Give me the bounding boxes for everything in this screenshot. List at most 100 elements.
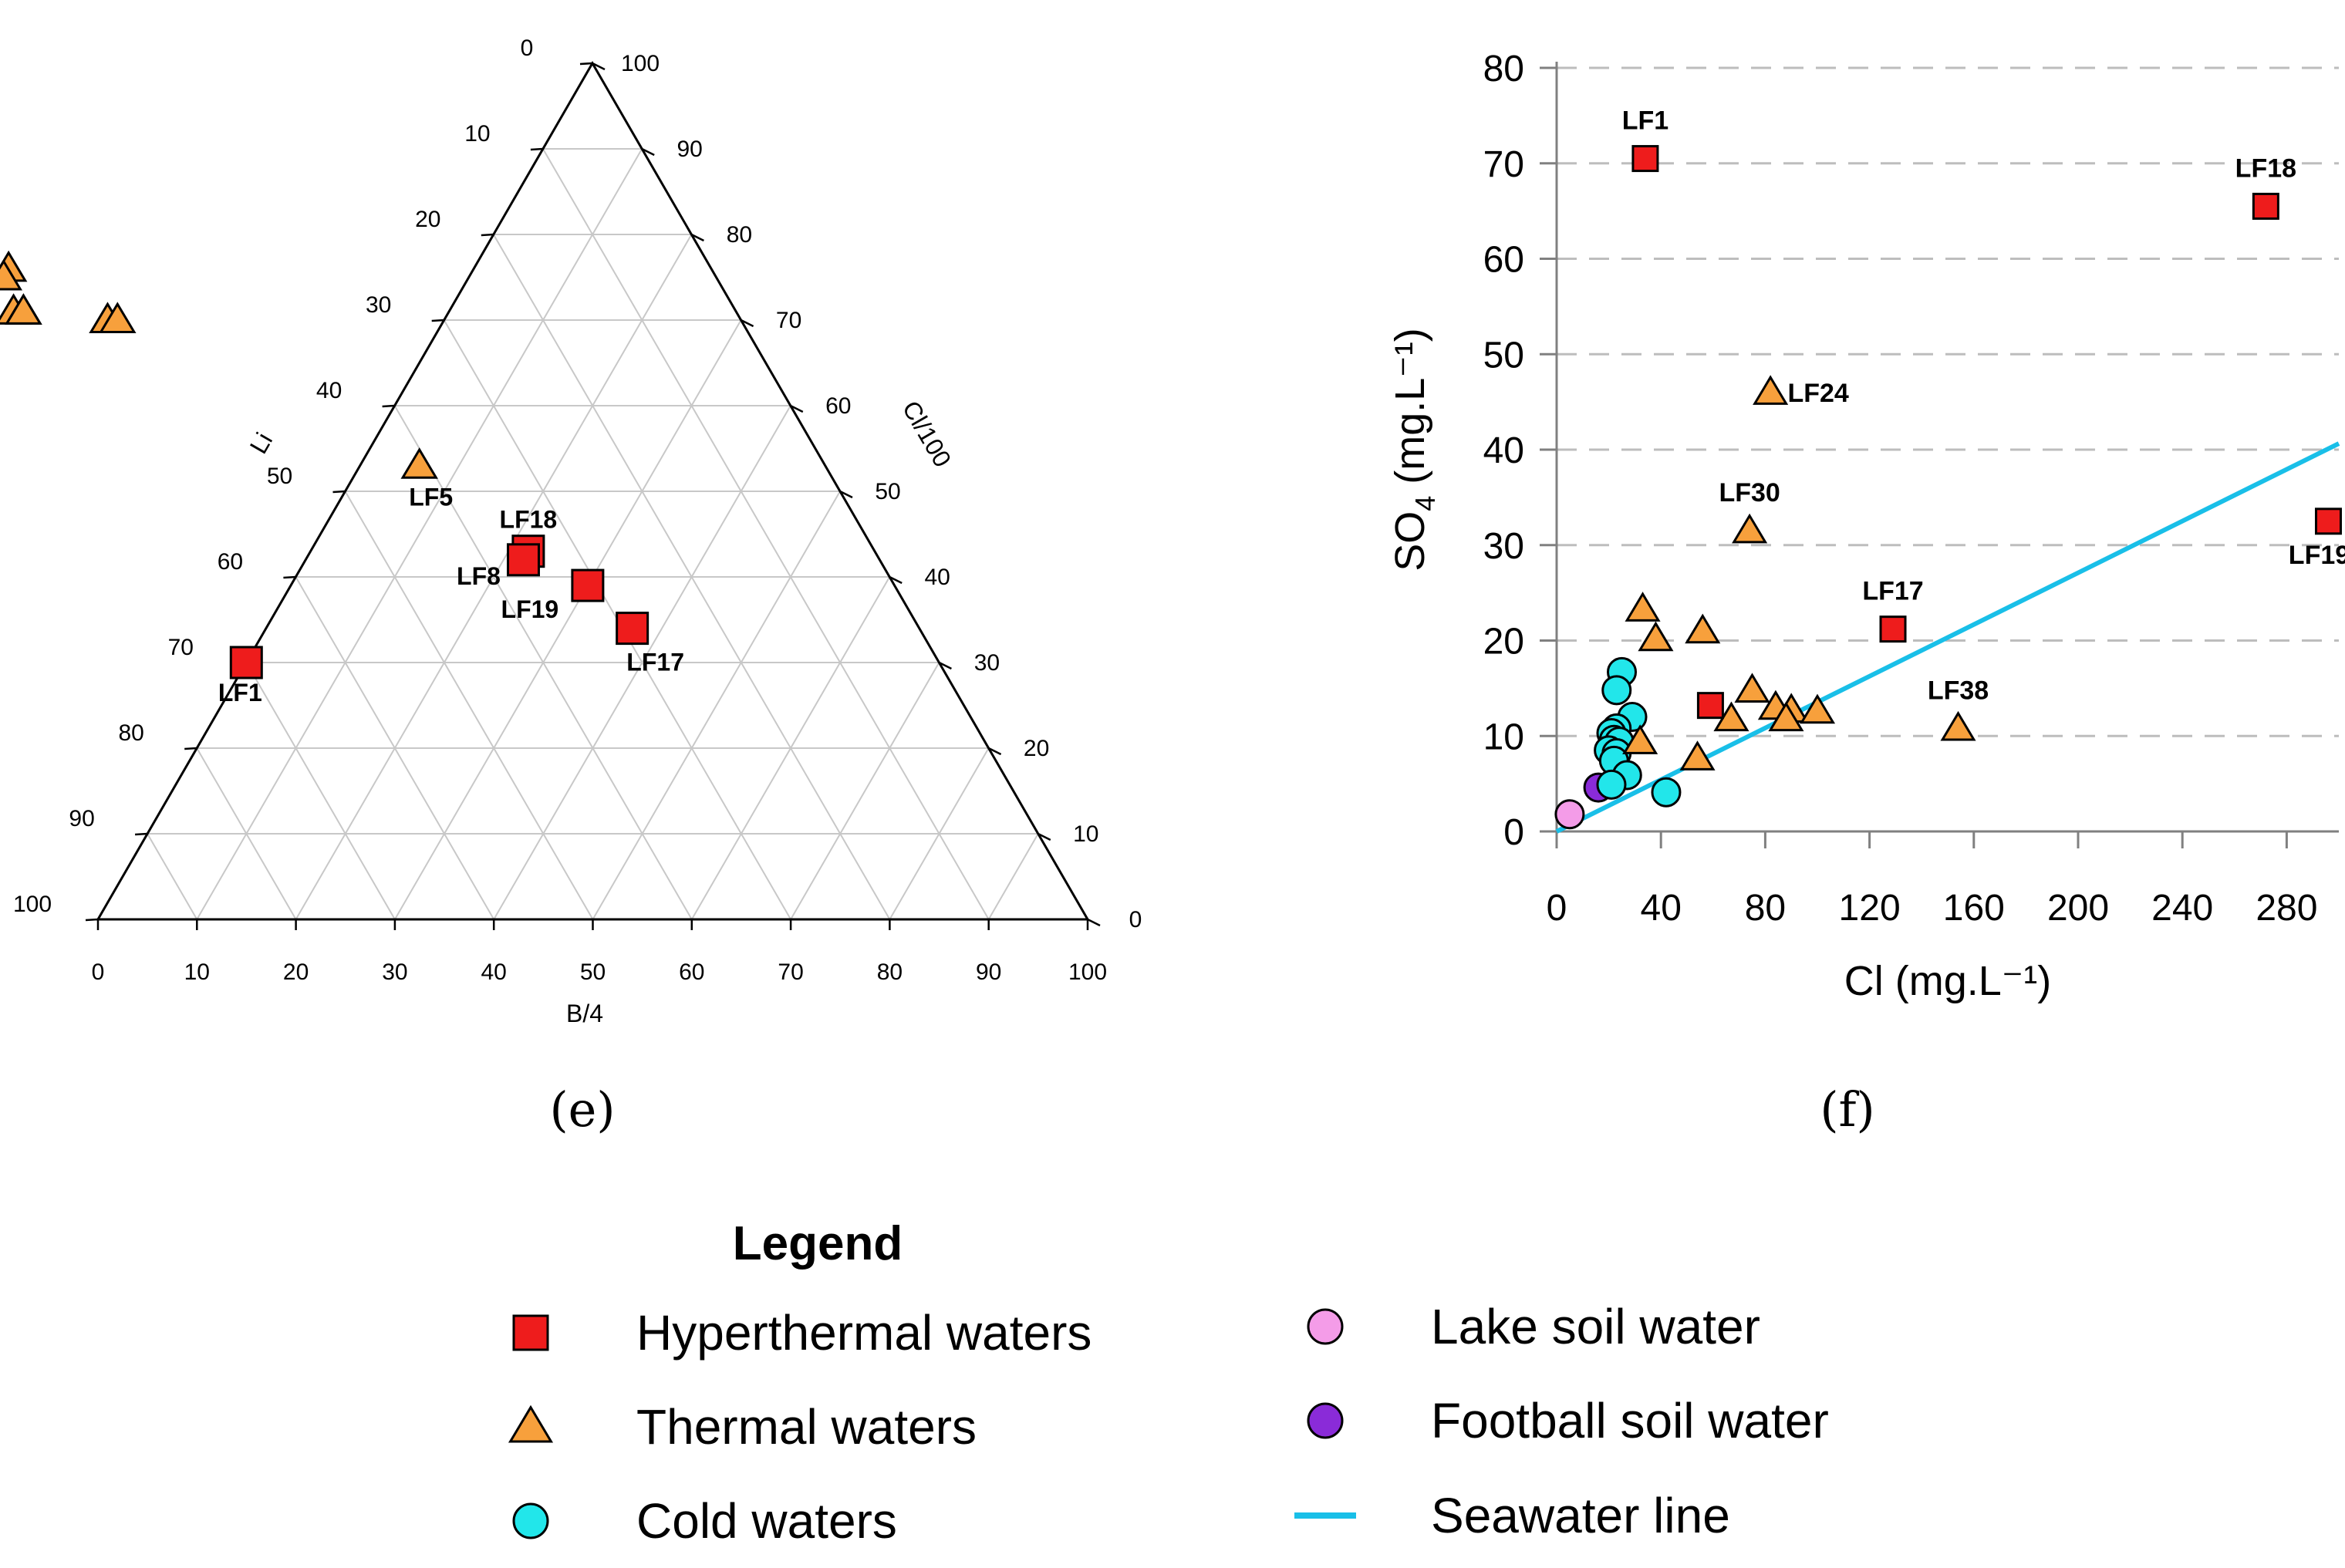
bottom-axis-title: B/4 (566, 1000, 603, 1027)
right-tick-label: 60 (825, 393, 851, 419)
ternary-grid-line (147, 833, 198, 920)
ternary-grid-line (295, 576, 495, 920)
right-tick (1087, 918, 1101, 927)
legend-item-label: Thermal waters (636, 1399, 977, 1455)
bottom-tick-label: 10 (184, 959, 210, 985)
left-tick-label: 30 (366, 292, 391, 318)
left-tick-label: 70 (168, 635, 194, 660)
right-tick (988, 747, 1002, 756)
scatter-point (2314, 507, 2342, 535)
right-tick-label: 50 (875, 479, 900, 504)
ternary-grid-line (344, 491, 594, 920)
scatter-point (1601, 675, 1632, 706)
y-tick-label: 70 (1483, 144, 1524, 185)
scatter-point (1799, 693, 1836, 724)
legend-swatch-circle-purple (1307, 1402, 1344, 1439)
legend-item-label: Cold waters (636, 1493, 897, 1549)
scatter-point-label: LF19 (2289, 541, 2345, 570)
right-tick-label: 30 (974, 650, 1000, 676)
scatter-point (1554, 799, 1585, 830)
ternary-point (229, 646, 263, 679)
x-tick-label: 240 (2151, 888, 2213, 929)
ternary-point-label: LF5 (409, 484, 453, 511)
scatter-point (1696, 692, 1724, 720)
ternary-grid-line (196, 148, 643, 920)
left-tick (283, 575, 296, 579)
y-axis-title-unit: (mg.L⁻¹) (1387, 328, 1433, 496)
legend: Legend Hyperthermal waters Thermal waters C… (508, 1217, 1829, 1549)
ternary-point (616, 612, 650, 646)
ternary-point-label: LF8 (457, 562, 501, 590)
bottom-tick-label: 40 (481, 959, 507, 985)
scatter-point (2252, 192, 2279, 220)
left-tick-label: 20 (415, 207, 440, 232)
right-tick-label: 40 (925, 565, 950, 590)
y-tick-label: 50 (1483, 335, 1524, 376)
right-tick (889, 575, 903, 585)
left-tick-label: 60 (218, 549, 243, 575)
left-tick (184, 747, 197, 750)
scatter-point (1596, 769, 1627, 800)
left-tick-label: 40 (316, 378, 342, 403)
ternary-point-label: LF1 (218, 679, 262, 706)
scatter-point (1651, 777, 1682, 808)
bottom-tick-label: 90 (976, 959, 1001, 985)
scatter-point (1734, 673, 1770, 703)
scatter-point (1879, 615, 1907, 643)
legend-item-label: Hyperthermal waters (636, 1305, 1092, 1361)
ternary-point (99, 302, 137, 334)
right-tick-label: 80 (727, 222, 752, 248)
left-tick (579, 62, 593, 66)
left-tick (530, 147, 543, 151)
right-tick-label: 90 (677, 137, 703, 162)
right-tick-label: 20 (1024, 736, 1049, 761)
bottom-tick-label: 0 (92, 959, 105, 985)
y-tick-label: 30 (1483, 526, 1524, 567)
seawater-line (1555, 441, 2340, 834)
left-tick-label: 50 (267, 464, 292, 489)
legend-item-label: Lake soil water (1431, 1299, 1760, 1354)
right-tick-label: 100 (621, 51, 660, 76)
ternary-grid-line (790, 662, 940, 920)
scatter-point (1753, 375, 1789, 405)
bottom-tick-label: 20 (283, 959, 309, 985)
scatter-point (1631, 145, 1659, 173)
scatter-point (1685, 613, 1721, 644)
right-tick (839, 490, 853, 499)
ternary-point-label: LF19 (501, 595, 559, 623)
bottom-tick-label: 70 (778, 959, 803, 985)
left-tick (135, 832, 148, 836)
right-tick (690, 233, 704, 242)
x-tick-label: 40 (1641, 888, 1682, 929)
bottom-tick-label: 100 (1068, 959, 1107, 985)
scatter-point (1940, 710, 1976, 741)
x-axis-title: Cl (mg.L⁻¹) (1844, 958, 2052, 1004)
legend-item-label: Seawater line (1431, 1488, 1730, 1543)
x-tick-label: 160 (1943, 888, 2005, 929)
bottom-tick-label: 60 (679, 959, 704, 985)
ternary-grid-line (393, 405, 693, 920)
y-tick-label: 80 (1483, 49, 1524, 89)
ternary-grid-line (394, 319, 742, 920)
x-tick-label: 80 (1745, 888, 1786, 929)
ternary-point (5, 293, 42, 325)
ternary-point (0, 258, 22, 291)
bottom-tick-label: 80 (877, 959, 903, 985)
right-tick (1038, 832, 1051, 841)
caption-e: (e) (549, 1081, 615, 1138)
ternary-point-label: LF17 (626, 649, 684, 676)
ternary-chart: 0010010109020208030307040406050505060604… (0, 35, 1142, 1027)
scatter-point-label: LF18 (2235, 153, 2296, 183)
scatter-point (1625, 592, 1661, 622)
scatter-point (1732, 513, 1768, 544)
legend-title: Legend (733, 1217, 903, 1270)
right-tick-label: 0 (1129, 907, 1142, 932)
y-tick-label: 10 (1483, 717, 1524, 757)
scatter-point-label: LF38 (1928, 676, 1989, 705)
y-axis-title-main: SO (1387, 511, 1433, 572)
scatter-point (1638, 621, 1674, 652)
x-tick-label: 0 (1547, 888, 1567, 929)
ternary-point (506, 543, 540, 577)
legend-item-label: Football soil water (1431, 1393, 1829, 1448)
